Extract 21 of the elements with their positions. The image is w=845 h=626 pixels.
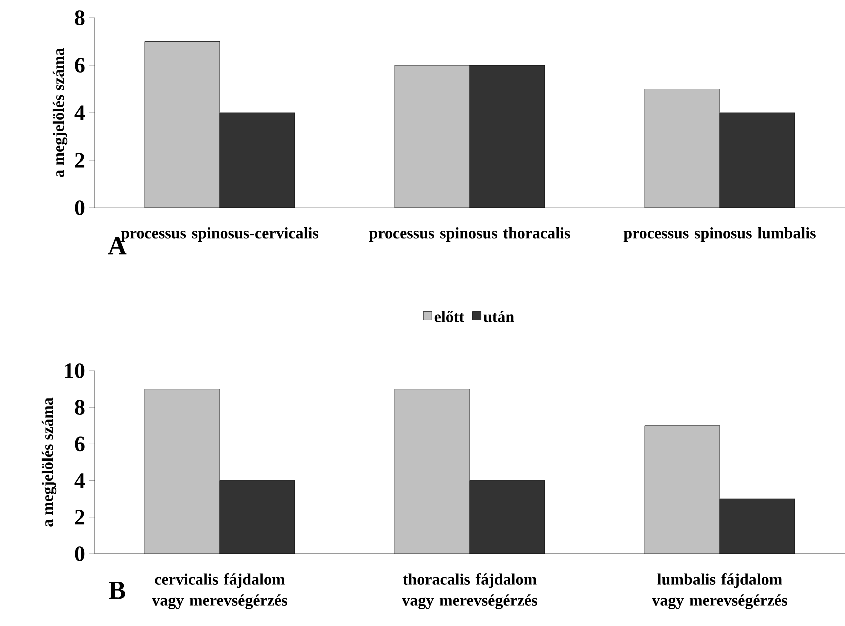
y-tick-label: 4 <box>74 474 86 488</box>
x-tick-label: cervicalis fájdalom vagy merevségérzés <box>152 574 288 610</box>
y-tick-label: 8 <box>75 10 85 26</box>
y-tick-label: 0 <box>75 546 85 562</box>
y-tick-label: 0 <box>75 200 85 216</box>
text: B <box>109 582 126 600</box>
y-tick-label: 10 <box>65 364 85 378</box>
y-tick-label: 2 <box>75 510 85 525</box>
legend-label: után <box>484 311 514 322</box>
y-tick-label: 8 <box>75 400 85 416</box>
y-tick-label: 6 <box>75 58 85 73</box>
x-tick-label: processus spinosus thoracalis <box>369 228 570 242</box>
y-axis-title: a megjelölés száma <box>52 48 68 178</box>
x-tick-label: processus spinosus lumbalis <box>624 228 816 242</box>
y-tick-label: 6 <box>75 436 85 452</box>
x-tick-label: thoracalis fájdalom vagy merevségérzés <box>402 574 538 610</box>
y-tick-label: 4 <box>74 106 86 120</box>
legend-label: előtt <box>434 310 464 322</box>
y-axis-title: a megjelölés száma <box>42 398 57 527</box>
x-tick-label: lumbalis fájdalom vagy merevségérzés <box>652 574 788 610</box>
y-tick-label: 2 <box>75 153 85 168</box>
